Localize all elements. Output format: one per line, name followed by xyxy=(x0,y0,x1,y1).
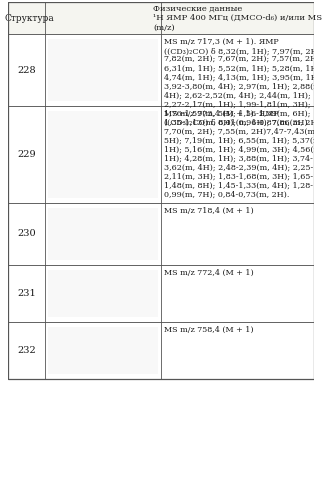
Text: MS m/z 773,4 (M + 1). ЯМР
((CD₃)₂CO) δ 8,01(m, 1H); 7,86(m, 2H);
7,70(m, 2H); 7,: MS m/z 773,4 (M + 1). ЯМР ((CD₃)₂CO) δ 8… xyxy=(164,110,324,198)
Text: MS m/z 717,3 (M + 1). ЯМР
((CD₃)₂CO) δ 8,32(m, 1H); 7,97(m, 2H);
7,82(m, 2H); 7,: MS m/z 717,3 (M + 1). ЯМР ((CD₃)₂CO) δ 8… xyxy=(164,38,324,126)
Text: 229: 229 xyxy=(17,150,36,159)
Bar xyxy=(8,203,314,265)
Bar xyxy=(48,327,158,374)
Text: Физические данные
¹H ЯМР 400 МГц (ДМСО-d₆) и/или MS
(m/z): Физические данные ¹H ЯМР 400 МГц (ДМСО-d… xyxy=(153,5,322,31)
Text: 230: 230 xyxy=(17,229,36,238)
Text: Структура: Структура xyxy=(5,13,54,23)
Bar xyxy=(8,106,314,203)
Text: 228: 228 xyxy=(17,66,36,75)
Bar xyxy=(8,322,314,379)
Bar xyxy=(48,269,158,317)
Bar xyxy=(48,39,158,101)
Bar xyxy=(8,2,314,379)
Text: MS m/z 772,4 (M + 1): MS m/z 772,4 (M + 1) xyxy=(164,268,254,276)
Bar xyxy=(8,34,314,106)
Bar xyxy=(8,265,314,322)
Bar xyxy=(8,2,314,34)
Bar xyxy=(48,208,158,260)
Text: 232: 232 xyxy=(17,346,36,355)
Text: MS m/z 758,4 (M + 1): MS m/z 758,4 (M + 1) xyxy=(164,326,254,334)
Bar xyxy=(48,111,158,198)
Text: MS m/z 718,4 (M + 1): MS m/z 718,4 (M + 1) xyxy=(164,207,254,215)
Text: 231: 231 xyxy=(17,289,36,298)
